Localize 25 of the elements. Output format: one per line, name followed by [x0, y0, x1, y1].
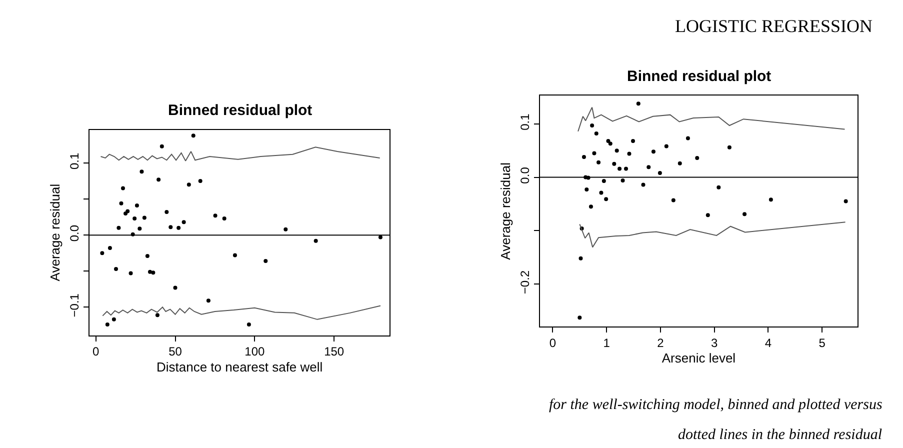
- x-tick-label: 3: [711, 336, 718, 350]
- x-axis-title: Distance to nearest safe well: [156, 359, 323, 374]
- text: dotted lines in the binned residual: [678, 427, 882, 443]
- x-tick-label: 2: [657, 336, 664, 350]
- x-tick-label: 150: [324, 344, 344, 359]
- y-axis-title: Average residual: [498, 162, 513, 260]
- y-tick-label: −0.2: [518, 270, 532, 294]
- y-tick-label: 0.1: [518, 113, 532, 130]
- x-tick-label: 50: [168, 344, 182, 359]
- x-tick-label: 1: [603, 336, 610, 350]
- y-tick-label: −0.1: [68, 293, 82, 318]
- y-tick-label: 0.1: [68, 152, 82, 170]
- y-axis-title: Average residual: [48, 184, 63, 282]
- x-tick-label: 0: [549, 336, 556, 350]
- chart-title: Binned residual plot: [627, 68, 772, 85]
- x-tick-label: 5: [818, 336, 826, 350]
- text: for the well-switching model, binned and plotted versus: [549, 397, 882, 413]
- chart-title: Binned residual plot: [168, 102, 312, 119]
- text: LOGISTIC REGRESSION: [675, 16, 873, 36]
- y-tick-label: 0.0: [68, 224, 82, 242]
- x-tick-label: 0: [92, 344, 100, 359]
- x-axis-title: Arsenic level: [662, 350, 736, 366]
- x-tick-label: 100: [244, 344, 265, 359]
- y-tick-label: 0.0: [518, 166, 532, 184]
- x-tick-label: 4: [764, 336, 772, 350]
